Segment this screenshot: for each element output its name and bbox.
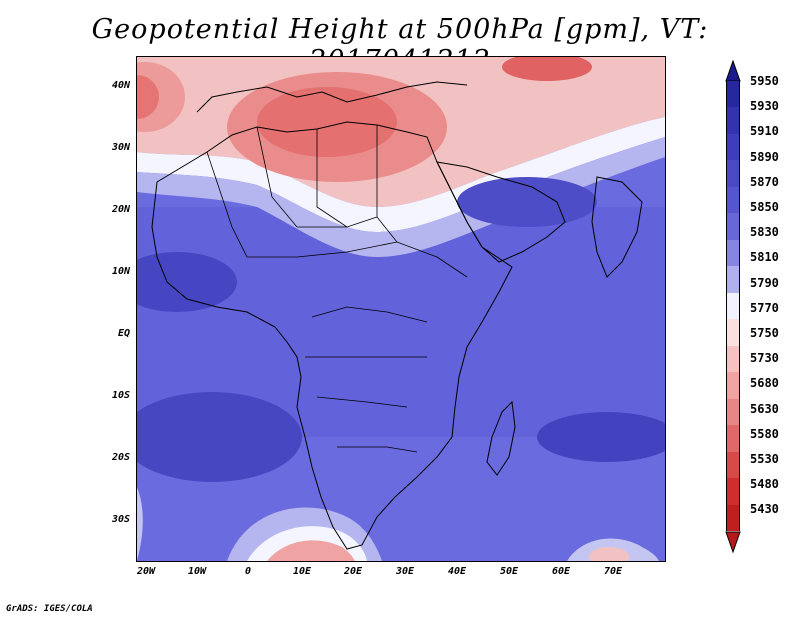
lat-label: 20S bbox=[111, 452, 130, 463]
field-arabia-low bbox=[502, 57, 592, 81]
colorbar-level-label: 5910 bbox=[750, 124, 779, 139]
colorbar-cell bbox=[726, 319, 740, 346]
colorbar-cell bbox=[726, 239, 740, 267]
colorbar-level-label: 5810 bbox=[750, 250, 779, 265]
colorbar-level-label: 5830 bbox=[750, 225, 779, 240]
field-arabia-high bbox=[457, 177, 597, 227]
lat-label: 10S bbox=[111, 390, 130, 401]
lat-label: 20N bbox=[111, 204, 130, 215]
lat-label: 30N bbox=[111, 142, 130, 153]
map-frame bbox=[136, 56, 666, 562]
lat-label: 30S bbox=[111, 514, 130, 525]
lon-label: 10E bbox=[292, 566, 312, 577]
colorbar-level-label: 5730 bbox=[750, 351, 779, 366]
height-field-map bbox=[137, 57, 665, 561]
madagascar-coastline bbox=[486, 400, 516, 476]
colorbar-cell bbox=[726, 266, 740, 293]
colorbar-cell bbox=[726, 425, 740, 452]
lon-label: 60E bbox=[551, 566, 571, 577]
lon-label: 50E bbox=[499, 566, 519, 577]
colorbar-cell bbox=[726, 451, 740, 479]
colorbar-cell bbox=[726, 186, 740, 214]
colorbar-level-label: 5850 bbox=[750, 200, 779, 214]
colorbar-cell bbox=[726, 478, 740, 505]
field-southeast-low bbox=[589, 547, 629, 561]
lat-label: 10N bbox=[111, 266, 130, 277]
colorbar-cell bbox=[726, 160, 740, 187]
arabia-coastline bbox=[436, 161, 566, 263]
colorbar-cell bbox=[726, 504, 740, 531]
colorbar-level-label: 5680 bbox=[750, 376, 779, 391]
field-med-core bbox=[257, 87, 397, 157]
credit-text: GrADS: IGES/COLA bbox=[6, 604, 93, 614]
colorbar-level-label: 5950 bbox=[750, 74, 779, 88]
field-indian-high bbox=[537, 412, 665, 462]
colorbar-level-label: 5870 bbox=[750, 174, 779, 189]
colorbar-cell bbox=[726, 107, 740, 134]
colorbar-cell bbox=[726, 292, 740, 320]
country-borders bbox=[206, 125, 468, 453]
colorbar-level-label: 5750 bbox=[750, 326, 779, 340]
colorbar-level-label: 5790 bbox=[750, 275, 779, 290]
europe-coastline bbox=[196, 81, 468, 113]
colorbar-bottom-arrow bbox=[725, 531, 741, 553]
lat-label: 40N bbox=[111, 80, 130, 91]
field-atlantic-low-core bbox=[137, 75, 159, 119]
lon-label: 0 bbox=[244, 566, 252, 577]
field-southwest-white bbox=[137, 487, 143, 561]
india-coastline bbox=[591, 176, 643, 278]
colorbar-level-label: 5890 bbox=[750, 149, 779, 164]
lon-label: 20W bbox=[136, 566, 156, 577]
colorbar-level-label: 5530 bbox=[750, 452, 779, 466]
colorbar-cell bbox=[726, 81, 740, 108]
lon-label: 70E bbox=[603, 566, 623, 577]
lon-label: 40E bbox=[447, 566, 467, 577]
colorbar-level-label: 5480 bbox=[750, 477, 779, 492]
colorbar-cell bbox=[726, 213, 740, 240]
colorbar-level-label: 5430 bbox=[750, 502, 779, 517]
colorbar-cell bbox=[726, 398, 740, 426]
field-atlantic-high bbox=[137, 392, 302, 482]
lon-label: 10W bbox=[187, 566, 207, 577]
colorbar-cell bbox=[726, 345, 740, 373]
colorbar-cell bbox=[726, 133, 740, 161]
colorbar-level-label: 5630 bbox=[750, 401, 779, 416]
lat-label: EQ bbox=[117, 328, 130, 339]
field-north-white bbox=[137, 117, 665, 232]
colorbar-top-arrow bbox=[725, 60, 741, 82]
colorbar-cell bbox=[726, 372, 740, 399]
field-north-lightblue bbox=[137, 137, 665, 257]
colorbar-level-label: 5580 bbox=[750, 426, 779, 441]
lon-label: 30E bbox=[395, 566, 415, 577]
colorbar bbox=[726, 81, 740, 531]
colorbar-level-label: 5770 bbox=[750, 300, 779, 315]
africa-coastline bbox=[151, 121, 513, 550]
field-west-africa-high bbox=[137, 252, 237, 312]
lon-label: 20E bbox=[343, 566, 363, 577]
field-south-red bbox=[267, 540, 355, 561]
colorbar-level-label: 5930 bbox=[750, 99, 779, 114]
